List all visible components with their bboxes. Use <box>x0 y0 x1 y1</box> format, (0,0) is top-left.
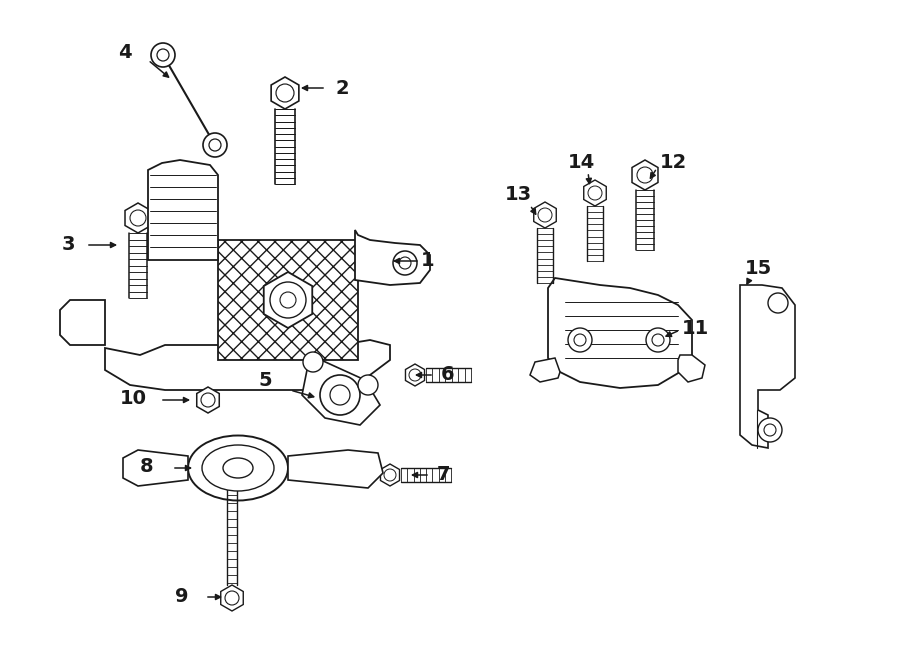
Text: 3: 3 <box>61 236 75 254</box>
Circle shape <box>225 591 239 605</box>
Polygon shape <box>197 387 220 413</box>
Polygon shape <box>534 202 556 228</box>
Text: 9: 9 <box>176 587 189 606</box>
Circle shape <box>758 418 782 442</box>
Polygon shape <box>125 203 151 233</box>
Text: 11: 11 <box>681 318 708 338</box>
Circle shape <box>157 49 169 61</box>
Text: 6: 6 <box>441 365 454 383</box>
Circle shape <box>764 424 776 436</box>
Circle shape <box>538 208 552 222</box>
Polygon shape <box>381 464 400 486</box>
Text: 15: 15 <box>744 258 771 277</box>
Circle shape <box>652 334 664 346</box>
Circle shape <box>393 251 417 275</box>
Circle shape <box>151 43 175 67</box>
Circle shape <box>130 210 146 226</box>
Polygon shape <box>60 300 105 345</box>
Ellipse shape <box>223 458 253 478</box>
Text: 4: 4 <box>118 42 131 62</box>
Text: 2: 2 <box>335 79 349 97</box>
Polygon shape <box>123 450 188 486</box>
Ellipse shape <box>188 436 288 500</box>
Circle shape <box>409 369 421 381</box>
Circle shape <box>358 375 378 395</box>
Circle shape <box>270 282 306 318</box>
Circle shape <box>280 292 296 308</box>
Polygon shape <box>406 364 425 386</box>
Circle shape <box>637 167 653 183</box>
Polygon shape <box>584 180 607 206</box>
Text: 8: 8 <box>140 457 154 477</box>
Polygon shape <box>264 272 312 328</box>
Polygon shape <box>530 358 560 382</box>
Circle shape <box>201 393 215 407</box>
Text: 5: 5 <box>258 371 272 389</box>
Text: 1: 1 <box>421 252 435 271</box>
Circle shape <box>303 352 323 372</box>
Polygon shape <box>678 355 705 382</box>
Circle shape <box>568 328 592 352</box>
Polygon shape <box>740 285 795 448</box>
Circle shape <box>384 469 396 481</box>
Text: 14: 14 <box>567 152 595 171</box>
Polygon shape <box>271 77 299 109</box>
Circle shape <box>330 385 350 405</box>
Circle shape <box>209 139 221 151</box>
Circle shape <box>646 328 670 352</box>
Circle shape <box>320 375 360 415</box>
Ellipse shape <box>202 445 274 491</box>
Polygon shape <box>302 355 380 425</box>
Circle shape <box>203 133 227 157</box>
Polygon shape <box>148 160 218 260</box>
Polygon shape <box>355 230 430 285</box>
Polygon shape <box>218 240 358 360</box>
Polygon shape <box>632 160 658 190</box>
Circle shape <box>574 334 586 346</box>
Circle shape <box>768 293 788 313</box>
Text: 7: 7 <box>436 465 450 483</box>
Polygon shape <box>220 585 243 611</box>
Polygon shape <box>105 340 390 390</box>
Text: 10: 10 <box>120 389 147 408</box>
Circle shape <box>399 257 411 269</box>
Circle shape <box>588 186 602 200</box>
Text: 12: 12 <box>660 152 687 171</box>
Circle shape <box>276 84 294 102</box>
Polygon shape <box>288 450 383 488</box>
Polygon shape <box>548 278 692 388</box>
Text: 13: 13 <box>504 185 532 205</box>
